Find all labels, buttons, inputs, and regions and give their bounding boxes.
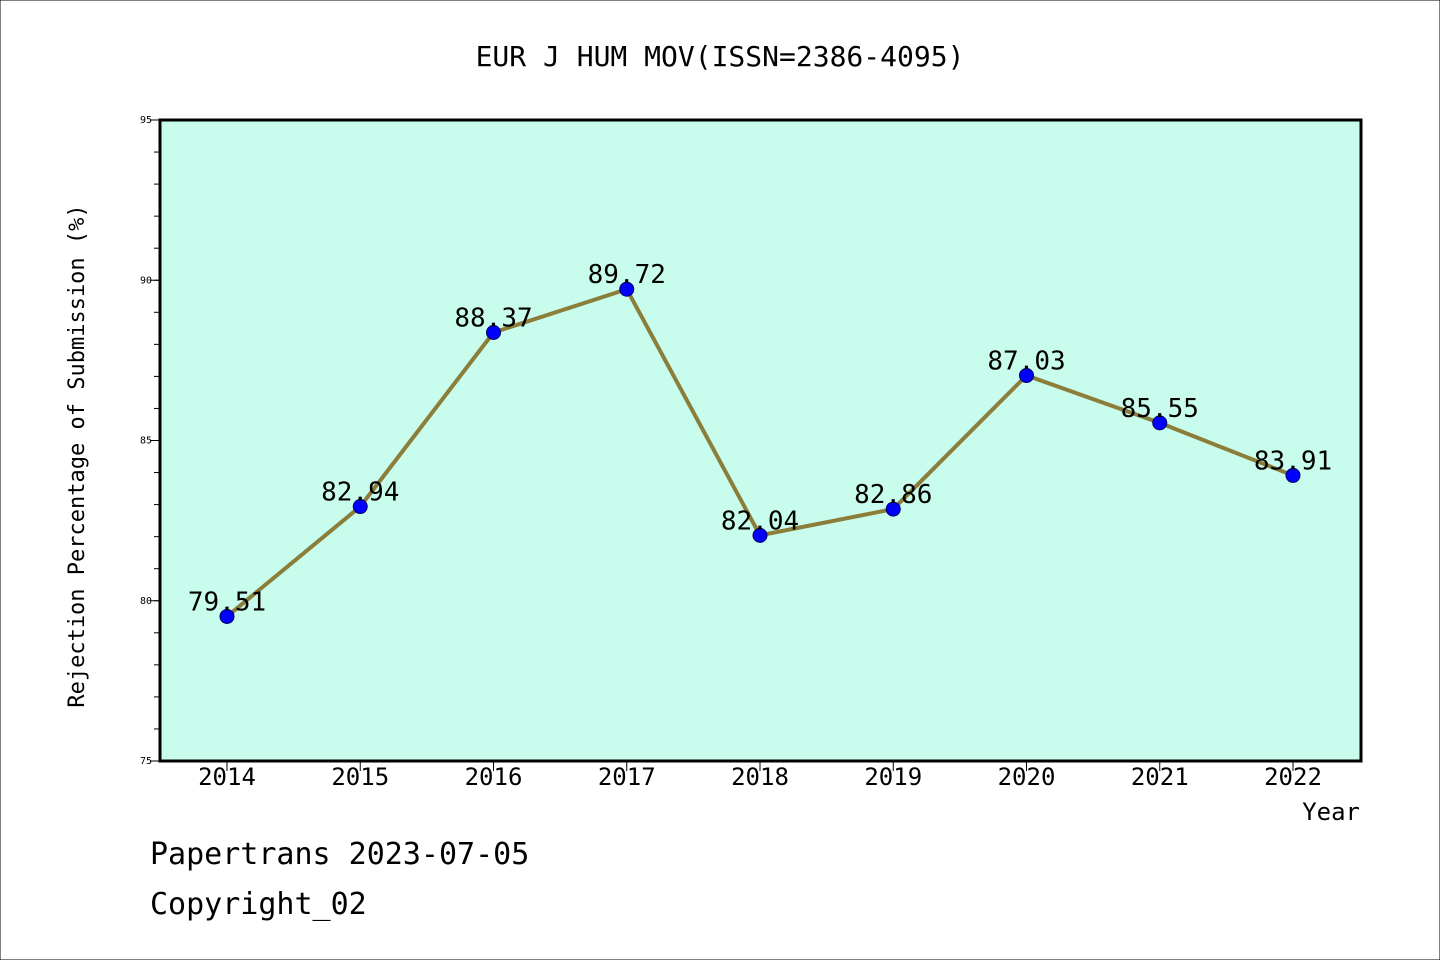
y-tick-label: 90 <box>140 275 152 286</box>
chart-title: EUR J HUM MOV(ISSN=2386-4095) <box>476 40 965 73</box>
data-point <box>885 501 901 517</box>
axis-ticks: 75 80 85 90 95 2014 2015 2016 2017 2018 2019 2020 20… <box>140 115 1322 791</box>
data-label: 82.86 <box>854 480 932 510</box>
data-point <box>1019 367 1034 383</box>
data-point <box>486 324 501 340</box>
plot-area <box>160 120 1361 761</box>
data-label: 88.37 <box>454 303 532 333</box>
x-tick-label: 2017 <box>598 763 656 791</box>
series-layer: 79.51 82.94 88.37 89.72 82.04 82.86 87.03 85.55… <box>188 260 1332 624</box>
y-tick-label: 80 <box>140 596 152 607</box>
x-tick-label: 2022 <box>1264 763 1322 791</box>
footer-date: Papertrans 2023-07-05 <box>150 837 529 872</box>
data-point <box>619 281 635 297</box>
data-label: 83.91 <box>1254 446 1332 476</box>
data-point <box>1285 467 1301 483</box>
x-tick-label: 2016 <box>465 763 523 791</box>
data-point <box>352 499 368 515</box>
x-tick-label: 2015 <box>331 763 389 791</box>
data-label: 79.51 <box>188 587 266 617</box>
x-tick-label: 2018 <box>731 763 789 791</box>
data-label: 82.94 <box>321 478 399 508</box>
y-axis-label: Rejection Percentage of Submission (%) <box>65 204 90 707</box>
x-axis-label: Year <box>1302 798 1360 826</box>
x-tick-label: 2019 <box>864 763 922 791</box>
data-label: 85.55 <box>1121 394 1199 424</box>
data-label: 82.04 <box>721 506 799 536</box>
data-label: 89.72 <box>588 260 666 290</box>
x-tick-label: 2014 <box>198 763 256 791</box>
data-point <box>219 608 235 624</box>
data-point <box>1152 415 1168 431</box>
x-tick-label: 2020 <box>998 763 1056 791</box>
data-point <box>752 527 768 543</box>
x-tick-label: 2021 <box>1131 763 1189 791</box>
data-label: 87.03 <box>987 346 1065 376</box>
y-tick-label: 85 <box>140 436 152 447</box>
footer-copyright: Copyright_02 <box>150 887 367 922</box>
y-tick-label: 75 <box>140 756 152 767</box>
y-tick-label: 95 <box>140 115 152 126</box>
plot-frame <box>158 118 1363 763</box>
